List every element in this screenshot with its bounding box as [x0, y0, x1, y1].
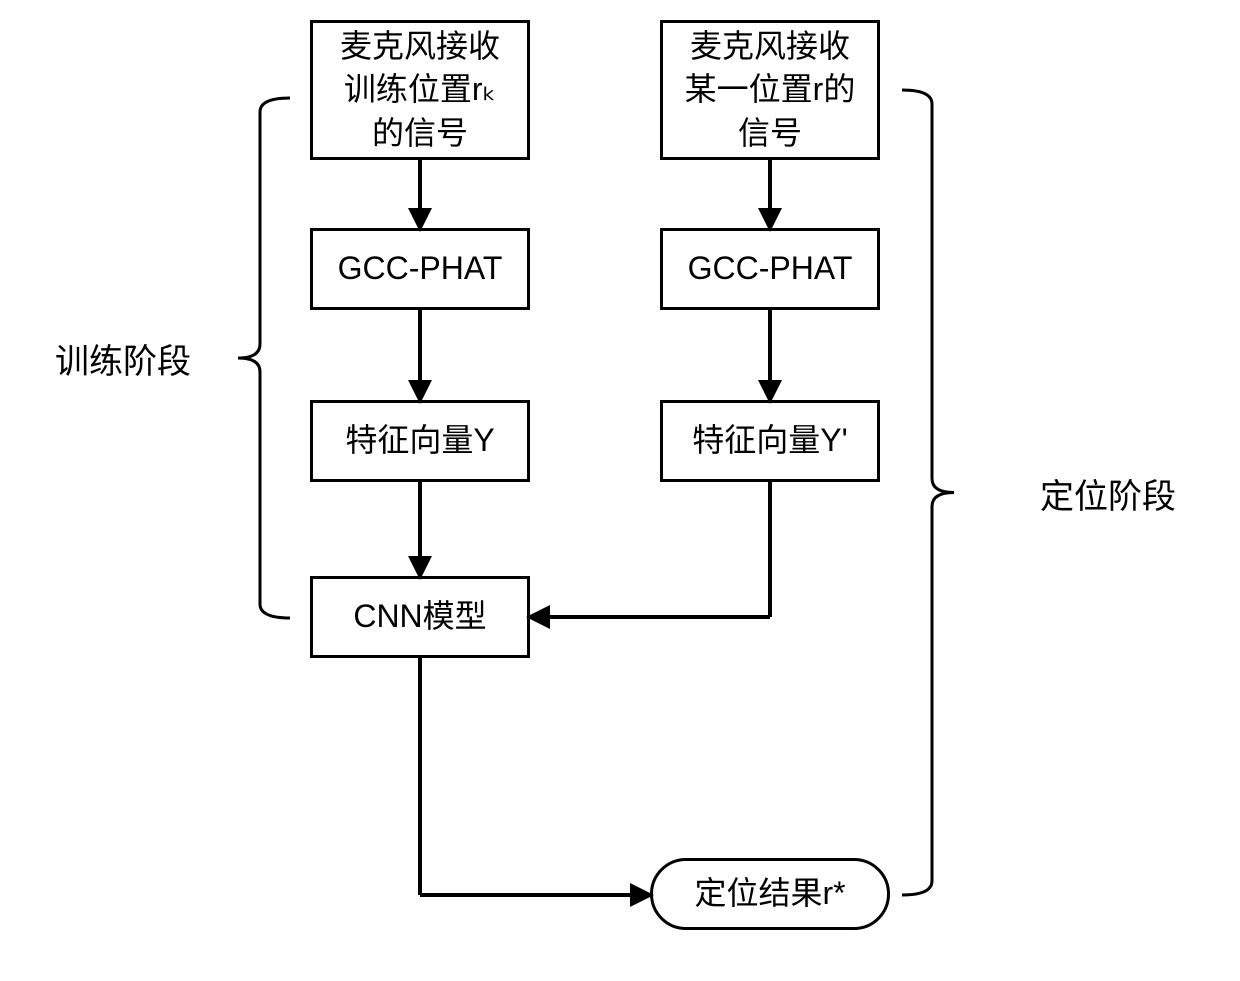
result-node: 定位结果r*	[650, 858, 890, 930]
flow-node: GCC-PHAT	[310, 228, 530, 310]
node-text: 麦克风接收训练位置rₖ的信号	[340, 25, 500, 155]
node-text: CNN模型	[353, 595, 486, 638]
flow-node: 麦克风接收某一位置r的信号	[660, 20, 880, 160]
flow-node: GCC-PHAT	[660, 228, 880, 310]
node-text: GCC-PHAT	[338, 247, 503, 290]
phase-label: 定位阶段	[1040, 475, 1176, 519]
flow-node: 特征向量Y	[310, 400, 530, 482]
flow-node: 麦克风接收训练位置rₖ的信号	[310, 20, 530, 160]
flow-node: 特征向量Y'	[660, 400, 880, 482]
node-text: GCC-PHAT	[688, 247, 853, 290]
node-text: 麦克风接收某一位置r的信号	[685, 25, 856, 155]
flow-node: CNN模型	[310, 576, 530, 658]
node-text: 特征向量Y	[345, 419, 494, 462]
phase-label: 训练阶段	[55, 340, 191, 384]
node-text: 特征向量Y'	[692, 419, 847, 462]
